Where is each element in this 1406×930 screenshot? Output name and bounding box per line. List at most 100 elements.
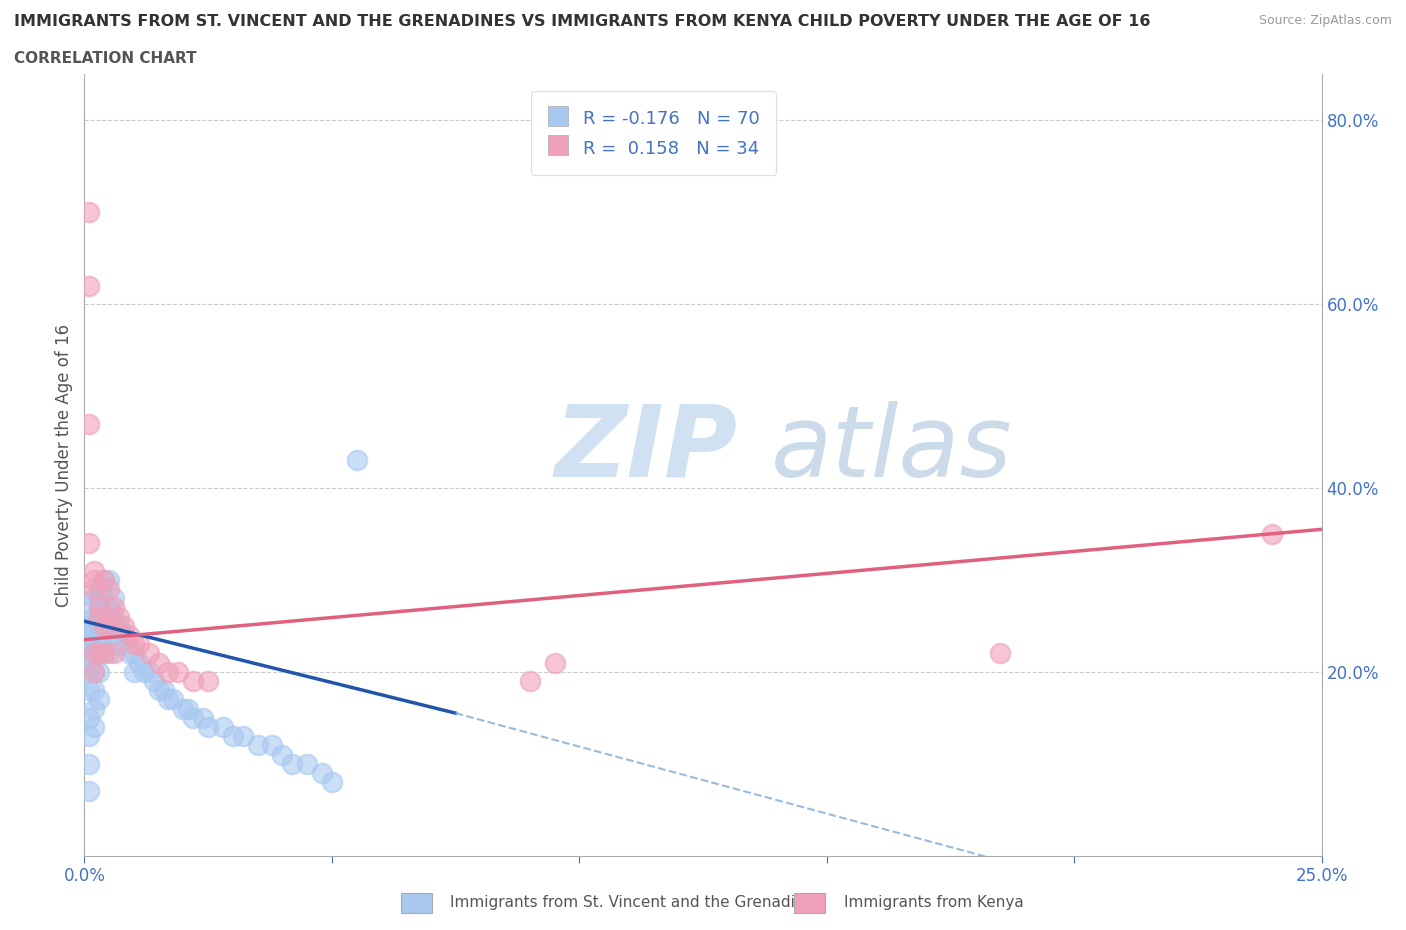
Point (98, 646, 121, 661)
Point (93, 646, 115, 661)
Text: IMMIGRANTS FROM ST. VINCENT AND THE GRENADINES VS IMMIGRANTS FROM KENYA CHILD PO: IMMIGRANTS FROM ST. VINCENT AND THE GREN… (14, 14, 1150, 29)
Text: Immigrants from St. Vincent and the Grenadines: Immigrants from St. Vincent and the Gren… (450, 895, 823, 910)
Point (148, 655, 170, 670)
Point (108, 618, 131, 633)
Point (103, 609, 125, 624)
Point (311, 765, 333, 780)
Point (83, 581, 105, 596)
Point (118, 646, 141, 661)
Point (98, 581, 121, 596)
Point (138, 646, 160, 661)
Point (108, 609, 131, 624)
Point (112, 628, 135, 643)
Point (79, 600, 101, 615)
Legend: R = -0.176   N = 70, R =  0.158   N = 34: R = -0.176 N = 70, R = 0.158 N = 34 (531, 91, 776, 175)
Point (246, 737, 269, 752)
Point (89, 664, 111, 679)
Point (89, 692, 111, 707)
Point (142, 673, 165, 688)
Point (79, 637, 101, 652)
Point (83, 618, 105, 633)
Point (79, 628, 101, 643)
Point (93, 628, 115, 643)
Point (543, 655, 565, 670)
Point (93, 573, 115, 588)
Point (79, 729, 101, 744)
Point (103, 628, 125, 643)
Point (89, 591, 111, 605)
Point (89, 581, 111, 596)
Point (103, 600, 125, 615)
Point (89, 646, 111, 661)
Point (108, 637, 131, 652)
Point (191, 711, 214, 725)
Point (98, 618, 121, 633)
Point (197, 720, 219, 735)
Point (122, 637, 145, 652)
Text: Immigrants from Kenya: Immigrants from Kenya (844, 895, 1024, 910)
Point (79, 417, 101, 432)
Point (79, 536, 101, 551)
Text: CORRELATION CHART: CORRELATION CHART (14, 51, 197, 66)
Point (172, 701, 194, 716)
Point (118, 628, 141, 643)
Point (89, 609, 111, 624)
Point (222, 729, 245, 744)
Point (321, 775, 343, 790)
Point (83, 701, 105, 716)
Y-axis label: Child Poverty Under the Age of 16: Child Poverty Under the Age of 16 (55, 324, 73, 606)
Point (177, 701, 200, 716)
Point (79, 618, 101, 633)
Point (83, 646, 105, 661)
Point (93, 646, 115, 661)
Point (271, 747, 294, 762)
Point (79, 683, 101, 698)
Point (93, 573, 115, 588)
Point (103, 591, 125, 605)
Point (83, 609, 105, 624)
Text: Source: ZipAtlas.com: Source: ZipAtlas.com (1258, 14, 1392, 27)
Point (122, 664, 145, 679)
Point (197, 673, 219, 688)
Point (93, 618, 115, 633)
Point (79, 655, 101, 670)
Text: atlas: atlas (770, 401, 1012, 498)
Point (988, 646, 1011, 661)
Point (89, 600, 111, 615)
Point (262, 737, 284, 752)
Point (83, 573, 105, 588)
Point (232, 729, 254, 744)
Point (98, 573, 121, 588)
Point (98, 618, 121, 633)
Point (128, 655, 150, 670)
Point (83, 683, 105, 698)
Point (346, 453, 368, 468)
Point (79, 756, 101, 771)
Point (79, 664, 101, 679)
Point (79, 711, 101, 725)
Point (148, 683, 170, 698)
Point (89, 628, 111, 643)
Point (281, 756, 304, 771)
Point (83, 720, 105, 735)
Point (103, 646, 125, 661)
Point (181, 711, 204, 725)
Point (79, 278, 101, 293)
Point (83, 664, 105, 679)
Point (167, 664, 190, 679)
Point (79, 205, 101, 219)
Point (112, 618, 135, 633)
Point (128, 637, 150, 652)
Point (89, 609, 111, 624)
Point (295, 756, 318, 771)
Point (212, 720, 235, 735)
Text: ZIP: ZIP (554, 401, 738, 498)
Point (98, 600, 121, 615)
Point (519, 673, 541, 688)
Point (83, 591, 105, 605)
Point (79, 784, 101, 799)
Point (162, 692, 184, 707)
Point (83, 564, 105, 578)
Point (132, 664, 155, 679)
Point (122, 646, 145, 661)
